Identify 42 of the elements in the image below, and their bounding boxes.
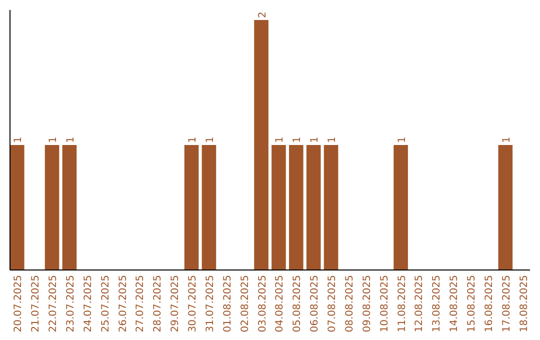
x-tick-label: 22.07.2025 [48, 275, 60, 332]
x-tick-label: 28.07.2025 [152, 275, 164, 332]
x-tick-label: 20.07.2025 [13, 275, 24, 332]
data-label: 1 [188, 136, 199, 143]
data-label: 1 [501, 136, 512, 143]
x-tick-label: 25.07.2025 [100, 275, 112, 332]
x-tick-label: 23.07.2025 [65, 275, 76, 332]
x-tick-label: 30.07.2025 [188, 275, 199, 332]
data-label: 1 [274, 136, 286, 143]
x-tick-label: 24.07.2025 [82, 275, 94, 332]
x-tick-label: 04.08.2025 [274, 275, 286, 332]
data-label: 1 [65, 136, 76, 143]
x-tick-label: 14.08.2025 [449, 275, 460, 332]
x-tick-label: 07.08.2025 [327, 275, 338, 332]
x-tick-label: 26.07.2025 [118, 275, 129, 332]
data-label: 1 [48, 136, 60, 143]
x-tick-label: 13.08.2025 [432, 275, 443, 332]
x-tick-label: 08.08.2025 [344, 275, 356, 332]
x-tick-label: 16.08.2025 [484, 275, 495, 332]
x-tick-label: 01.08.2025 [222, 275, 234, 332]
x-tick-label: 29.07.2025 [170, 275, 182, 332]
x-tick-label: 12.08.2025 [414, 275, 426, 332]
x-tick-label: 21.07.2025 [30, 275, 42, 332]
x-tick-label: 18.08.2025 [518, 275, 530, 332]
data-label: 1 [13, 136, 24, 143]
x-tick-label: 05.08.2025 [292, 275, 304, 332]
data-label: 2 [257, 12, 268, 18]
data-label: 1 [292, 136, 304, 143]
x-tick-label: 02.08.2025 [240, 275, 251, 332]
data-label: 1 [396, 136, 408, 143]
x-tick-label: 03.08.2025 [257, 275, 268, 332]
x-tick-label: 31.07.2025 [204, 275, 216, 332]
data-label: 1 [204, 136, 216, 143]
x-tick-label: 11.08.2025 [396, 275, 408, 332]
data-label: 1 [310, 136, 321, 143]
x-tick-label: 27.07.2025 [135, 275, 146, 332]
data-label: 1 [327, 136, 338, 143]
x-tick-label: 10.08.2025 [379, 275, 390, 332]
x-tick-label: 09.08.2025 [362, 275, 373, 332]
x-tick-label: 17.08.2025 [501, 275, 512, 332]
x-tick-label: 15.08.2025 [466, 275, 478, 332]
x-tick-label: 06.08.2025 [310, 275, 321, 332]
